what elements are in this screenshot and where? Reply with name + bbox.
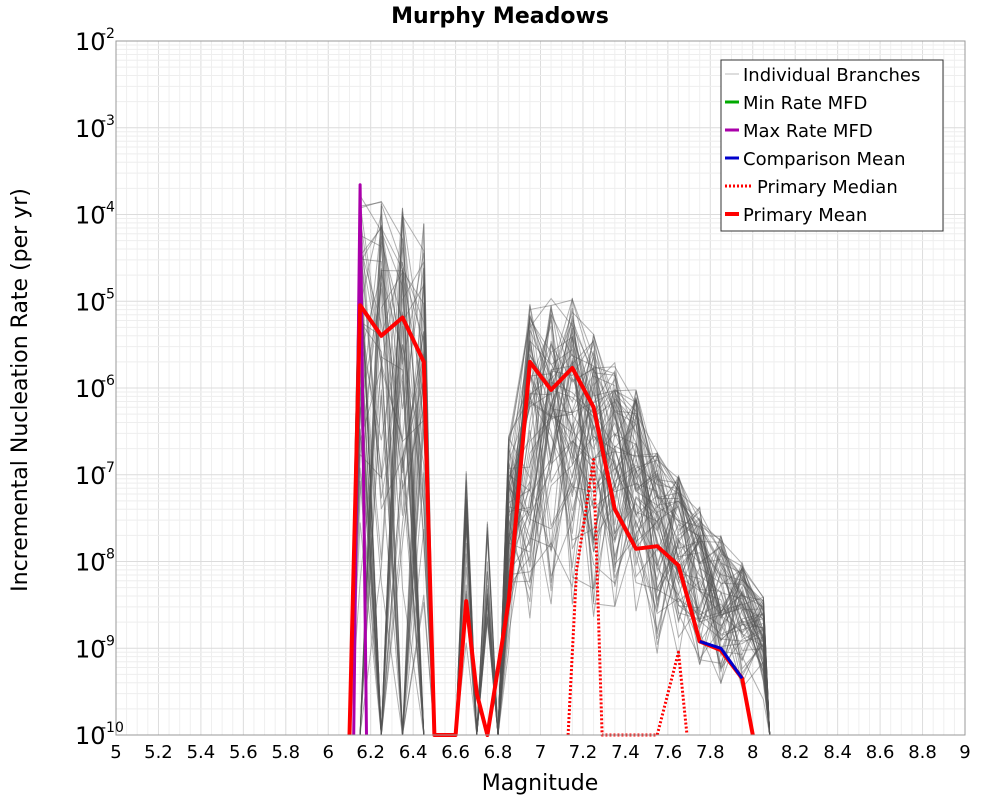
branch-line bbox=[349, 238, 771, 736]
y-tick-exponent: -9 bbox=[101, 633, 115, 649]
x-tick-label: 6.4 bbox=[399, 742, 428, 763]
legend-label-min-rate-mfd: Min Rate MFD bbox=[743, 93, 867, 114]
branch-line bbox=[349, 201, 771, 736]
y-tick-label: 10 bbox=[75, 28, 106, 56]
comparison-mean-line bbox=[699, 639, 744, 680]
branch-line bbox=[349, 208, 771, 736]
y-tick-exponent: -8 bbox=[101, 547, 115, 563]
axes: 5 5.2 5.4 5.6 5.8 6 6.2 6.4 6.6 6.8 7 7.2 7.4 7.6 7.8 8… bbox=[75, 26, 971, 763]
y-tick-label: 10 bbox=[75, 202, 106, 230]
branch-line bbox=[349, 258, 771, 736]
y-tick-label: 10 bbox=[75, 375, 106, 403]
y-tick-label: 10 bbox=[75, 549, 106, 577]
plot-frame bbox=[115, 40, 966, 736]
x-tick-label: 5 bbox=[110, 742, 121, 763]
x-tick-label: 8.4 bbox=[823, 742, 852, 763]
y-tick-exponent: -5 bbox=[101, 286, 115, 302]
branch-line bbox=[349, 246, 771, 736]
x-tick-label: 7.6 bbox=[654, 742, 683, 763]
x-tick-label: 8 bbox=[747, 742, 758, 763]
branch-line bbox=[349, 338, 771, 736]
branch-line bbox=[349, 316, 771, 736]
y-tick-exponent: -3 bbox=[101, 113, 115, 129]
legend-label-comparison-mean: Comparison Mean bbox=[743, 149, 906, 170]
y-tick-label: 10 bbox=[75, 635, 106, 663]
legend-label-primary-median: Primary Median bbox=[757, 177, 898, 198]
x-tick-label: 7.8 bbox=[696, 742, 725, 763]
legend-label-max-rate-mfd: Max Rate MFD bbox=[743, 121, 873, 142]
y-tick-exponent: -6 bbox=[101, 373, 115, 389]
branch-line bbox=[349, 224, 771, 736]
branch-line bbox=[349, 214, 771, 736]
x-tick-label: 7.4 bbox=[611, 742, 640, 763]
y-tick-label: 10 bbox=[75, 462, 106, 490]
branch-line bbox=[349, 268, 771, 736]
legend-label-individual-branches: Individual Branches bbox=[743, 65, 920, 86]
x-tick-label: 6.6 bbox=[441, 742, 470, 763]
branch-line bbox=[349, 261, 771, 736]
x-tick-label: 8.6 bbox=[866, 742, 895, 763]
branch-line bbox=[349, 200, 771, 736]
y-tick-exponent: -4 bbox=[101, 200, 115, 216]
x-tick-label: 5.4 bbox=[187, 742, 216, 763]
branch-line bbox=[349, 221, 771, 736]
branch-line bbox=[349, 260, 771, 736]
branch-line bbox=[349, 238, 771, 736]
branch-line bbox=[349, 267, 771, 736]
y-tick-label: 10 bbox=[75, 115, 106, 143]
branch-line bbox=[349, 223, 771, 736]
branch-line bbox=[349, 269, 771, 736]
x-tick-label: 8.2 bbox=[781, 742, 810, 763]
y-axis-label: Incremental Nucleation Rate (per yr) bbox=[8, 188, 33, 592]
primary-mean-line bbox=[347, 303, 755, 737]
x-tick-label: 6.8 bbox=[484, 742, 513, 763]
branch-line bbox=[349, 315, 771, 736]
x-tick-label: 6 bbox=[323, 742, 334, 763]
branch-line bbox=[349, 344, 771, 736]
chart-title: Murphy Meadows bbox=[391, 4, 609, 29]
x-tick-label: 5.2 bbox=[144, 742, 173, 763]
y-tick-exponent: -2 bbox=[101, 26, 115, 42]
legend: Individual Branches Min Rate MFD Max Rate … bbox=[720, 59, 944, 232]
branch-line bbox=[349, 269, 771, 736]
y-tick-exponent: -10 bbox=[101, 720, 124, 736]
branch-line bbox=[349, 353, 771, 736]
branch-line bbox=[349, 247, 771, 736]
x-tick-label: 9 bbox=[959, 742, 970, 763]
legend-label-primary-mean: Primary Mean bbox=[743, 205, 867, 226]
individual-branches bbox=[349, 193, 771, 736]
x-tick-label: 7 bbox=[535, 742, 546, 763]
x-tick-label: 5.8 bbox=[271, 742, 300, 763]
x-tick-label: 5.6 bbox=[229, 742, 258, 763]
branch-line bbox=[349, 254, 771, 736]
y-tick-label: 10 bbox=[75, 722, 106, 750]
y-tick-label: 10 bbox=[75, 288, 106, 316]
x-tick-label: 8.8 bbox=[908, 742, 937, 763]
x-axis-label: Magnitude bbox=[482, 771, 599, 796]
branch-line bbox=[349, 224, 771, 736]
x-tick-label: 7.2 bbox=[569, 742, 598, 763]
legend-box bbox=[720, 59, 944, 232]
y-tick-exponent: -7 bbox=[101, 460, 115, 476]
x-tick-label: 6.2 bbox=[356, 742, 385, 763]
